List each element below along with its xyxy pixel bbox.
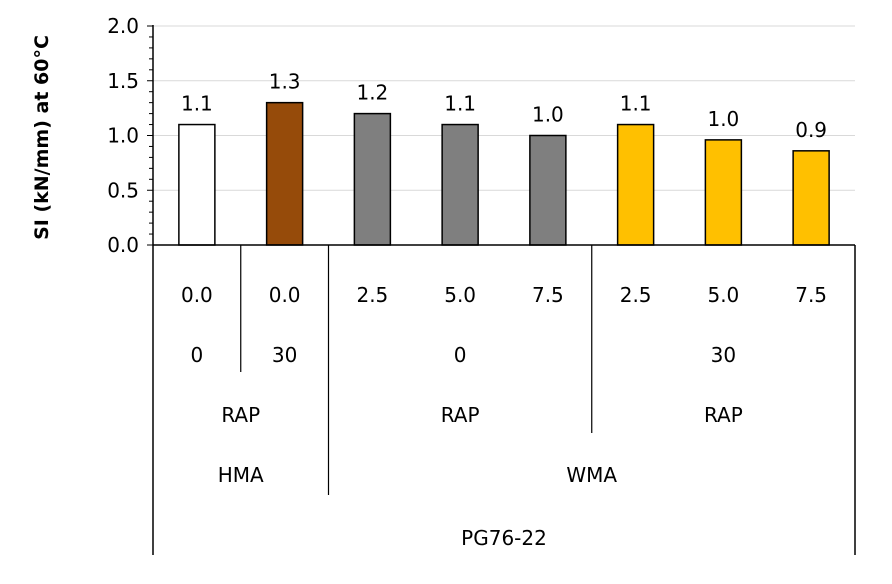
data-label: 0.9 bbox=[795, 118, 827, 142]
data-label: 1.0 bbox=[532, 103, 564, 127]
bar bbox=[704, 139, 743, 246]
bar bbox=[792, 150, 830, 246]
dosage-label: 7.5 bbox=[532, 283, 564, 307]
y-tick-label: 2.0 bbox=[107, 14, 139, 38]
binder-label: PG76-22 bbox=[461, 526, 547, 550]
data-label: 1.1 bbox=[181, 92, 213, 116]
bars: 1.1 1.3 1.2 1.1 1.0 1.1 1.0 0.9 bbox=[178, 70, 830, 246]
bar bbox=[441, 123, 479, 246]
bar bbox=[178, 123, 216, 246]
rap-level-label: 0 bbox=[191, 343, 204, 367]
y-tick-label: 1.0 bbox=[107, 124, 139, 148]
rap-level-label: 0 bbox=[454, 343, 467, 367]
gridlines bbox=[153, 25, 855, 191]
category-labels: 0.0 0.0 2.5 5.0 7.5 2.5 5.0 7.5 0 30 0 30 RAP RAP RAP H… bbox=[181, 245, 827, 550]
rap-level-label: 30 bbox=[272, 343, 297, 367]
data-label: 1.3 bbox=[269, 70, 301, 94]
bar bbox=[265, 101, 304, 246]
dosage-label: 2.5 bbox=[620, 283, 652, 307]
bar bbox=[616, 123, 655, 246]
data-label: 1.1 bbox=[620, 92, 652, 116]
mix-type-label: WMA bbox=[566, 463, 617, 487]
y-tick-label: 0.0 bbox=[107, 233, 139, 257]
dosage-label: 5.0 bbox=[444, 283, 476, 307]
bar bbox=[353, 112, 392, 246]
mix-type-label: HMA bbox=[218, 463, 264, 487]
axes: 0.0 0.5 1.0 1.5 2.0 bbox=[107, 14, 856, 555]
rap-label: RAP bbox=[221, 403, 260, 427]
dosage-label: 2.5 bbox=[356, 283, 388, 307]
dosage-label: 7.5 bbox=[795, 283, 827, 307]
dosage-label: 0.0 bbox=[181, 283, 213, 307]
rap-label: RAP bbox=[441, 403, 480, 427]
data-label: 1.2 bbox=[356, 81, 388, 105]
bar bbox=[529, 134, 567, 246]
rap-label: RAP bbox=[704, 403, 743, 427]
rap-level-label: 30 bbox=[711, 343, 736, 367]
data-label: 1.1 bbox=[444, 92, 476, 116]
y-axis-label: SI (kN/mm) at 60°C bbox=[31, 35, 53, 240]
y-tick-label: 0.5 bbox=[107, 178, 139, 202]
dosage-label: 5.0 bbox=[707, 283, 739, 307]
dosage-label: 0.0 bbox=[269, 283, 301, 307]
y-tick-label: 1.5 bbox=[107, 69, 139, 93]
data-label: 1.0 bbox=[707, 107, 739, 131]
